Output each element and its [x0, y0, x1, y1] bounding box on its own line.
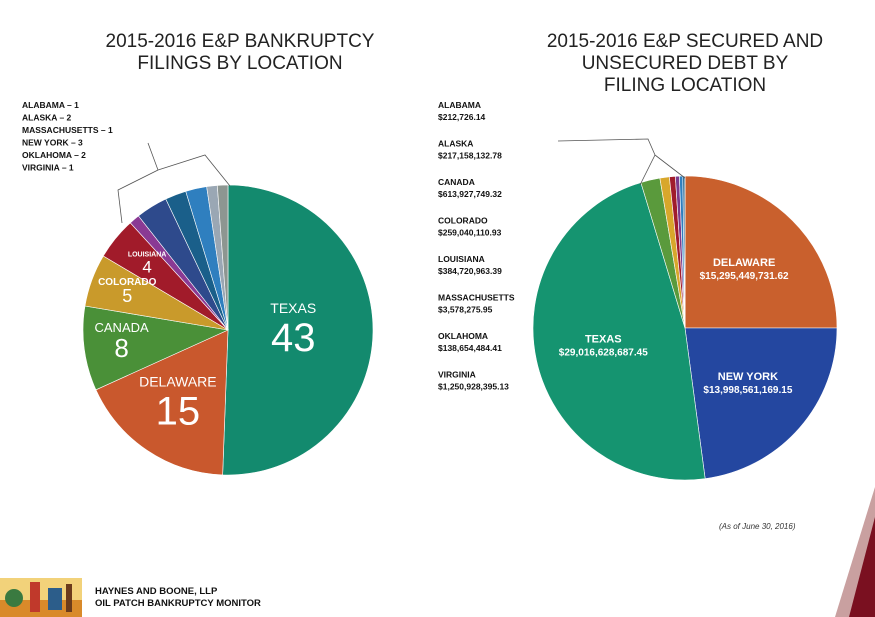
right-title-line: FILING LOCATION — [603, 75, 767, 96]
left-slice-canada — [82, 305, 230, 391]
right-legend-name: CANADA — [438, 177, 475, 187]
left-label-canada: CANADA — [95, 320, 150, 335]
right-slice-texas — [532, 182, 706, 481]
right-label-delaware: DELAWARE — [713, 257, 775, 269]
footer-firm-name: HAYNES AND BOONE, LLP — [95, 586, 218, 597]
right-pie-chart — [532, 175, 838, 481]
right-label-new-york: NEW YORK — [718, 371, 778, 383]
company-logo — [0, 578, 82, 617]
right-value-delaware: $15,295,449,731.62 — [700, 271, 789, 282]
left-label-texas: TEXAS — [270, 300, 316, 316]
left-value-canada: 8 — [114, 333, 128, 363]
left-slice-texas — [222, 184, 374, 476]
right-legend-name: COLORADO — [438, 216, 488, 226]
right-legend-name: MASSACHUSETTS — [438, 293, 515, 303]
left-value-louisiana: 4 — [142, 258, 151, 277]
right-slice-new-york — [684, 327, 838, 479]
left-callout-item: NEW YORK – 3 — [22, 138, 83, 148]
left-chart-title: 2015-2016 E&P BANKRUPTCY FILINGS BY LOCA… — [60, 31, 420, 75]
footer-publication: OIL PATCH BANKRUPTCY MONITOR — [95, 598, 261, 609]
right-value-texas: $29,016,628,687.45 — [559, 348, 648, 359]
right-slice-delaware — [684, 175, 838, 329]
right-label-texas: TEXAS — [585, 334, 622, 346]
right-legend-name: ALABAMA — [438, 100, 481, 110]
right-chart-title: 2015-2016 E&P SECURED AND UNSECURED DEBT… — [520, 31, 850, 97]
left-callout-item: ALASKA – 2 — [22, 113, 72, 123]
right-legend-amount: $384,720,963.39 — [438, 266, 502, 276]
right-legend-name: VIRGINIA — [438, 370, 476, 380]
right-legend-name: LOUISIANA — [438, 254, 485, 264]
right-legend-amount: $3,578,275.95 — [438, 305, 493, 315]
right-legend-list: ALABAMA $212,726.14 ALASKA $217,158,132.78 C… — [438, 100, 686, 392]
left-callout-bracket — [117, 142, 231, 224]
right-legend-name: ALASKA — [438, 139, 473, 149]
right-value-new-york: $13,998,561,169.15 — [703, 385, 792, 396]
left-callout-item: OKLAHOMA – 2 — [22, 150, 86, 160]
right-title-line: 2015-2016 E&P SECURED AND — [546, 31, 824, 52]
left-callout-list: ALABAMA – 1 ALASKA – 2 MASSACHUSETTS – 1 NE… — [22, 100, 231, 224]
right-title-line: UNSECURED DEBT BY — [581, 53, 789, 74]
left-slice-alabama — [216, 184, 229, 331]
right-pie-labels: DELAWARE $15,295,449,731.62 NEW YORK $13,99… — [559, 257, 793, 396]
right-legend-name: OKLAHOMA — [438, 331, 488, 341]
right-legend-amount: $613,927,749.32 — [438, 189, 502, 199]
left-callout-item: VIRGINIA – 1 — [22, 163, 74, 173]
right-legend-amount: $1,250,928,395.13 — [438, 382, 509, 392]
right-legend-amount: $217,158,132.78 — [438, 151, 502, 161]
as-of-note: (As of June 30, 2016) — [719, 522, 796, 531]
footer: HAYNES AND BOONE, LLP OIL PATCH BANKRUPT… — [95, 586, 261, 610]
right-callout-bracket — [557, 138, 686, 186]
left-title-line: FILINGS BY LOCATION — [137, 53, 343, 74]
left-label-colorado: COLORADO — [98, 277, 157, 288]
left-label-louisiana: LOUISIANA — [128, 251, 167, 258]
left-slice-delaware — [95, 329, 229, 476]
left-callout-item: MASSACHUSETTS – 1 — [22, 125, 113, 135]
left-value-texas: 43 — [271, 316, 316, 360]
left-value-delaware: 15 — [156, 390, 201, 434]
corner-decoration — [835, 487, 875, 617]
left-label-delaware: DELAWARE — [139, 374, 217, 390]
right-legend-amount: $212,726.14 — [438, 112, 486, 122]
left-pie-chart — [82, 184, 374, 476]
left-title-line: 2015-2016 E&P BANKRUPTCY — [105, 31, 375, 52]
left-callout-item: ALABAMA – 1 — [22, 100, 79, 110]
left-value-colorado: 5 — [122, 286, 132, 306]
right-legend-amount: $259,040,110.93 — [438, 228, 502, 238]
right-legend-amount: $138,654,484.41 — [438, 343, 502, 353]
